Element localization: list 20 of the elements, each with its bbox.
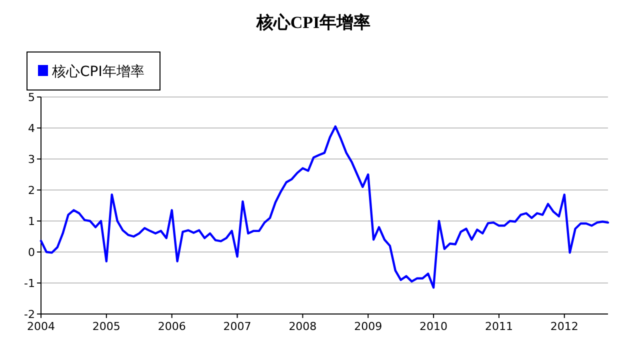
y-tick-label: 5 bbox=[28, 91, 35, 104]
y-tick-label: 3 bbox=[28, 153, 35, 166]
chart-title: 核心CPI年增率 bbox=[255, 13, 371, 32]
x-tick-label: 2010 bbox=[420, 320, 448, 333]
x-tick-label: 2011 bbox=[484, 320, 513, 333]
x-tick-label: 2008 bbox=[288, 320, 317, 333]
y-tick-label: -2 bbox=[24, 308, 35, 321]
y-tick-label: 2 bbox=[28, 184, 35, 197]
x-tick-label: 2012 bbox=[550, 320, 578, 333]
x-tick-label: 2004 bbox=[27, 320, 55, 333]
x-tick-label: 2006 bbox=[158, 320, 186, 333]
y-tick-label: 0 bbox=[28, 246, 35, 259]
x-tick-label: 2007 bbox=[223, 320, 252, 333]
line-series bbox=[40, 125, 610, 289]
legend-label: 核心CPI年增率 bbox=[51, 64, 144, 80]
x-tick-label: 2005 bbox=[92, 320, 120, 333]
x-tick-label: 2009 bbox=[354, 320, 382, 333]
y-tick-label: -1 bbox=[24, 277, 35, 290]
y-tick-label: 4 bbox=[28, 122, 35, 135]
y-tick-label: 1 bbox=[28, 215, 35, 228]
